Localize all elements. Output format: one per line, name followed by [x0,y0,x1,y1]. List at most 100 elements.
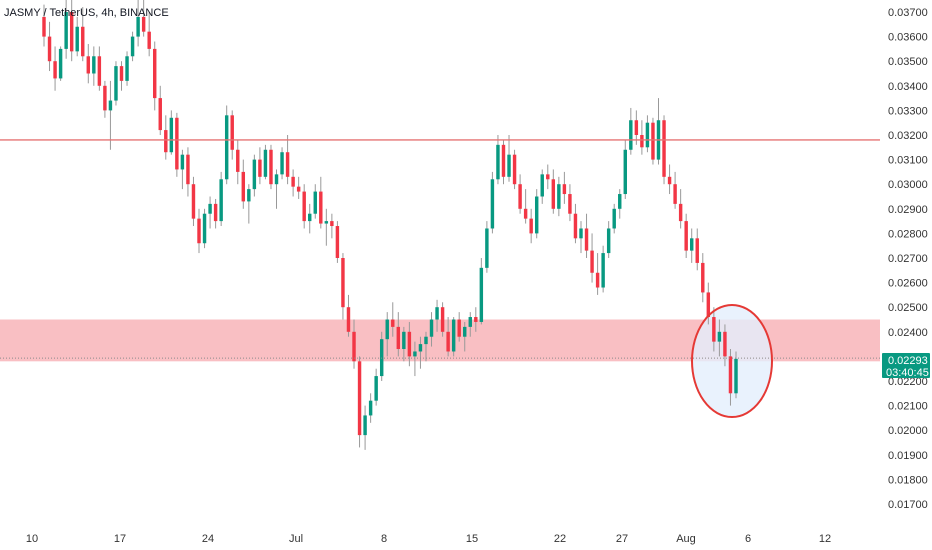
candle-body [169,117,174,153]
candle-body [108,100,113,111]
x-tick-label: 12 [819,533,831,545]
candle-body [689,238,694,251]
candle-body [58,48,63,79]
y-tick-label: 0.03500 [888,56,928,68]
candle-body [103,85,107,111]
candle-body [573,213,578,239]
candle-body [175,117,179,170]
candle-body [590,250,594,273]
candle-body [695,238,699,263]
axis-layer: 0.03700 0.03600 0.03500 0.03400 0.03300 0.032… [26,7,928,545]
zone-layer [0,305,880,417]
candle-body [623,149,627,195]
candle-body [346,307,351,332]
x-tick-label: 15 [466,533,478,545]
candle-body [164,130,168,153]
x-tick-label: 10 [26,533,38,545]
candle-body [723,331,727,357]
y-tick-label: 0.01800 [888,474,928,486]
y-tick-label: 0.02500 [888,302,928,314]
y-tick-label: 0.03700 [888,7,928,19]
candle-body [208,203,212,214]
candle-body [141,16,146,32]
candle-body [557,184,561,209]
candle-countdown: 03:40:45 [886,367,929,379]
candle-body [374,376,378,401]
candle-body [53,61,57,79]
x-tick-label: 24 [202,533,214,545]
candle-body [523,208,528,219]
candle-body [717,331,722,342]
candle-body [529,218,533,234]
candle-body [612,208,616,229]
candle-body [213,203,218,222]
last-price-value: 0.02293 [888,355,928,367]
candle-body [296,186,301,192]
candle-body [302,191,306,222]
candle-body [662,120,666,177]
x-tick-label: 8 [381,533,387,545]
candle-body [579,228,583,239]
candle-body [618,194,622,209]
candle-body [645,122,650,148]
y-tick-label: 0.03100 [888,155,928,167]
candle-body [402,331,406,350]
candle-body [114,66,118,101]
candle-body [396,326,401,350]
candle-body [191,184,196,219]
candle-body [230,115,234,150]
candle-body [485,228,489,268]
candle-body [385,319,389,340]
candle-body [285,152,290,177]
candle-body [86,56,91,74]
candle-body [92,56,96,74]
y-tick-label: 0.01900 [888,450,928,462]
candle-body [258,159,262,177]
candle-body [424,336,428,345]
candle-body [451,319,456,352]
y-tick-label: 0.02900 [888,204,928,216]
candle-body [474,317,478,322]
candle-body [202,213,207,244]
candle-body [224,115,229,180]
candle-body [463,326,467,337]
candle-body [568,194,572,214]
y-tick-label: 0.02600 [888,278,928,290]
candle-body [197,218,201,244]
candle-body [247,189,251,202]
candle-body [125,56,129,81]
candle-body [640,135,644,148]
candle-body [418,344,423,352]
candle-body [534,196,539,234]
candle-body [341,258,345,308]
candle-body [468,317,472,327]
candle-body [263,149,268,177]
x-tick-label: 22 [554,533,566,545]
candle-body [363,415,367,436]
candle-body [291,176,295,187]
candle-body [562,184,567,195]
x-tick-label: 17 [114,533,126,545]
y-tick-label: 0.03200 [888,130,928,142]
candle-body [180,154,185,170]
candle-body [728,356,733,394]
candle-body [551,179,556,209]
candle-body [368,400,373,416]
candle-body [706,292,711,318]
x-tick-label: 27 [616,533,628,545]
candle-body [81,26,85,57]
candle-body [236,149,240,172]
candle-body [540,174,544,197]
y-tick-label: 0.03600 [888,32,928,44]
candle-body [496,144,500,180]
candle-body [490,179,495,229]
candle-body [501,144,506,177]
candle-body [546,174,550,180]
y-tick-label: 0.02400 [888,327,928,339]
candle-body [158,98,162,131]
annotation-layer [0,139,880,418]
candle-body [457,319,461,337]
candle-body [440,307,445,332]
